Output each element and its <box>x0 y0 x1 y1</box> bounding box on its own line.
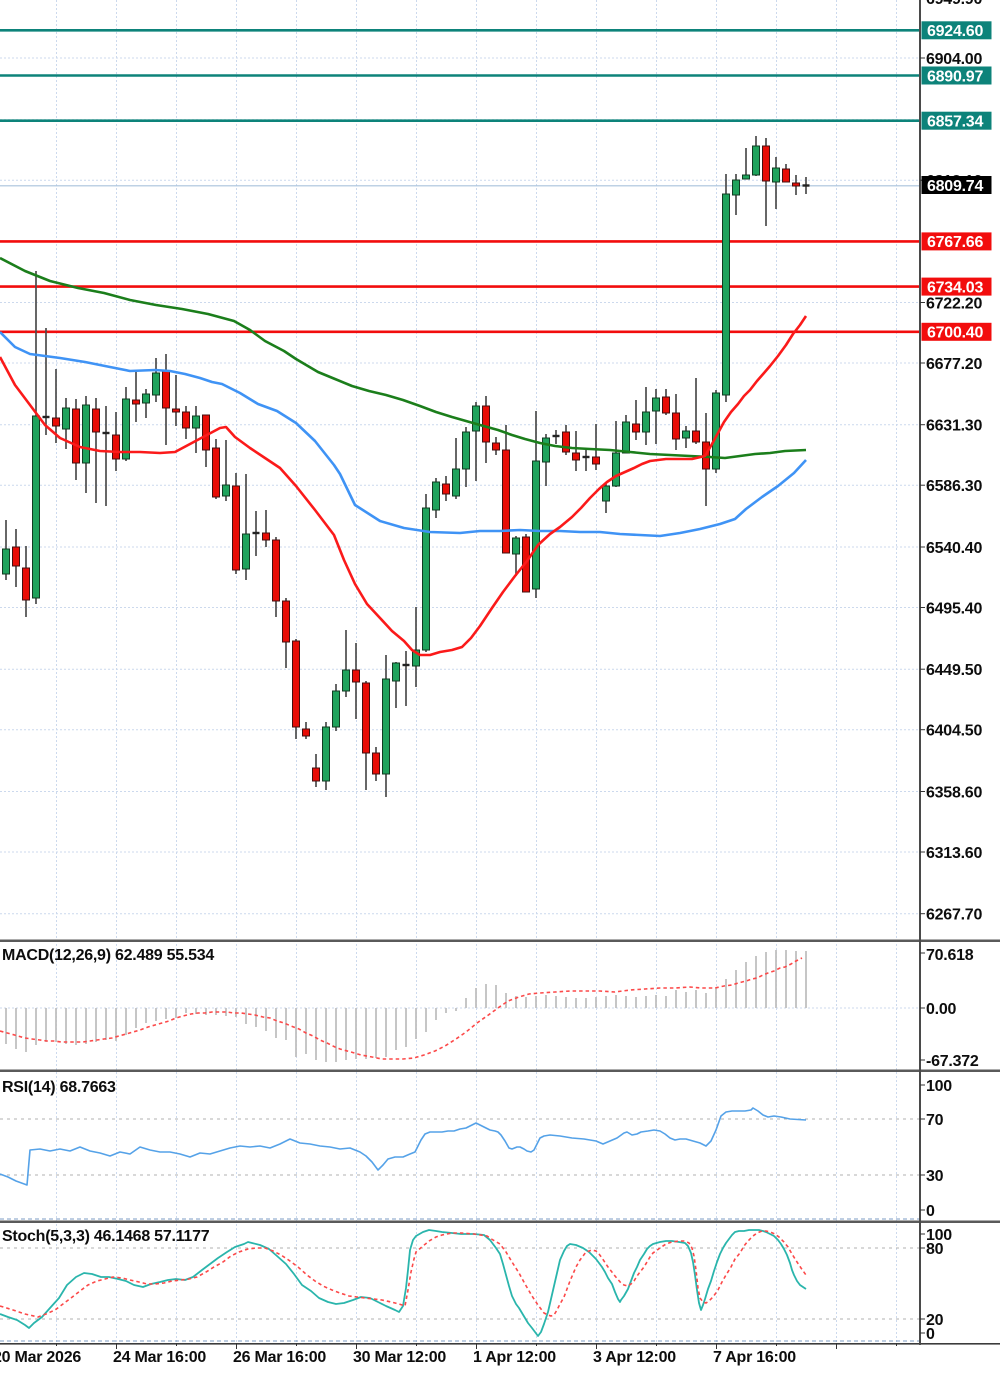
svg-text:RSI(14) 68.7663: RSI(14) 68.7663 <box>2 1079 116 1096</box>
svg-text:100: 100 <box>926 1078 952 1095</box>
svg-text:6857.34: 6857.34 <box>927 114 983 131</box>
svg-text:0: 0 <box>926 1326 935 1343</box>
svg-text:30: 30 <box>926 1168 944 1185</box>
svg-text:6631.30: 6631.30 <box>926 418 982 435</box>
svg-text:6677.20: 6677.20 <box>926 356 982 373</box>
svg-text:70: 70 <box>926 1112 944 1129</box>
svg-text:80: 80 <box>926 1241 944 1258</box>
svg-text:20 Mar 2026: 20 Mar 2026 <box>0 1349 81 1366</box>
svg-text:0: 0 <box>926 1203 935 1220</box>
svg-text:6267.70: 6267.70 <box>926 907 982 924</box>
svg-text:26 Mar 16:00: 26 Mar 16:00 <box>233 1349 326 1366</box>
svg-text:20: 20 <box>926 1312 944 1329</box>
svg-text:3 Apr 12:00: 3 Apr 12:00 <box>593 1349 676 1366</box>
svg-text:70.618: 70.618 <box>926 947 974 964</box>
svg-text:7 Apr 16:00: 7 Apr 16:00 <box>713 1349 796 1366</box>
svg-text:6722.20: 6722.20 <box>926 295 982 312</box>
svg-text:6495.40: 6495.40 <box>926 600 982 617</box>
svg-text:24 Mar 16:00: 24 Mar 16:00 <box>113 1349 206 1366</box>
svg-text:6890.97: 6890.97 <box>927 68 983 85</box>
svg-text:6540.40: 6540.40 <box>926 540 982 557</box>
svg-text:6358.60: 6358.60 <box>926 784 982 801</box>
svg-text:1 Apr 12:00: 1 Apr 12:00 <box>473 1349 556 1366</box>
svg-text:6586.30: 6586.30 <box>926 478 982 495</box>
svg-text:100: 100 <box>926 1227 952 1244</box>
svg-text:6404.50: 6404.50 <box>926 723 982 740</box>
svg-text:-67.372: -67.372 <box>926 1053 979 1070</box>
svg-text:6924.60: 6924.60 <box>927 23 983 40</box>
svg-text:6449.50: 6449.50 <box>926 662 982 679</box>
svg-text:6734.03: 6734.03 <box>927 279 983 296</box>
svg-text:30 Mar 12:00: 30 Mar 12:00 <box>353 1349 446 1366</box>
svg-text:6904.00: 6904.00 <box>926 51 982 68</box>
svg-text:MACD(12,26,9) 62.489 55.534: MACD(12,26,9) 62.489 55.534 <box>2 947 214 964</box>
svg-text:6949.90: 6949.90 <box>926 0 982 8</box>
svg-text:6700.40: 6700.40 <box>927 325 983 342</box>
svg-text:6313.60: 6313.60 <box>926 845 982 862</box>
svg-text:0.00: 0.00 <box>926 1001 956 1018</box>
svg-text:6809.74: 6809.74 <box>927 178 983 195</box>
svg-text:6767.66: 6767.66 <box>927 234 983 251</box>
svg-text:Stoch(5,3,3) 46.1468 57.1177: Stoch(5,3,3) 46.1468 57.1177 <box>2 1228 210 1245</box>
